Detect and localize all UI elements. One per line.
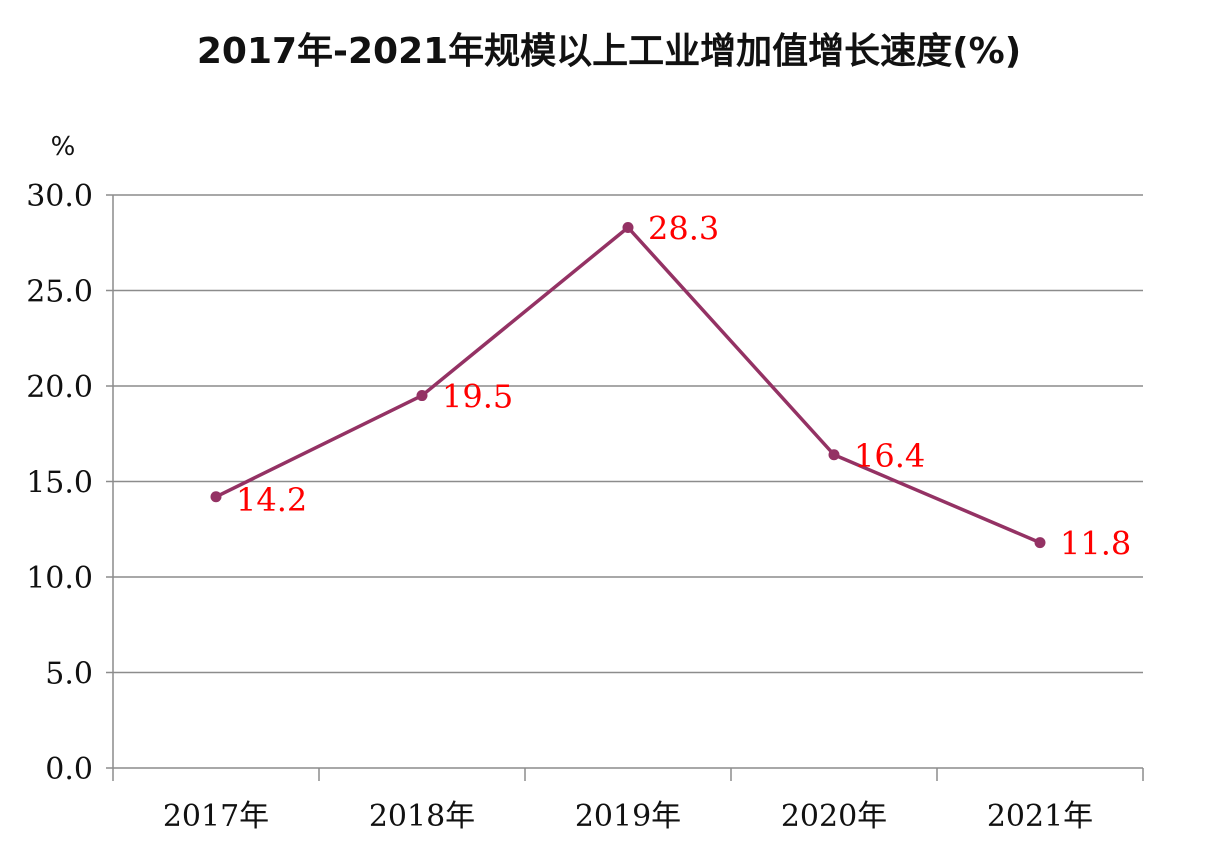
x-category-label: 2018年 xyxy=(369,799,475,834)
chart-title: 2017年-2021年规模以上工业增加值增长速度(%) xyxy=(196,31,1022,72)
y-tick-label: 25.0 xyxy=(26,275,93,310)
x-category-label: 2020年 xyxy=(781,799,887,834)
series-line xyxy=(215,225,1041,545)
data-point xyxy=(622,221,634,233)
data-point xyxy=(828,449,840,461)
x-category-label: 2019年 xyxy=(575,799,681,834)
data-label: 16.4 xyxy=(854,437,925,475)
data-point xyxy=(416,390,428,402)
data-label: 19.5 xyxy=(442,378,513,416)
data-label: 11.8 xyxy=(1060,525,1131,563)
y-tick-label: 20.0 xyxy=(26,370,93,405)
data-label: 28.3 xyxy=(648,209,719,247)
y-tick-label: 30.0 xyxy=(26,179,93,214)
y-tick-label: 5.0 xyxy=(45,657,93,692)
data-label: 14.2 xyxy=(236,481,307,519)
y-axis-unit-label: % xyxy=(51,132,76,162)
x-category-label: 2017年 xyxy=(163,799,269,834)
y-tick-label: 0.0 xyxy=(45,752,93,787)
y-tick-label: 15.0 xyxy=(26,466,93,501)
data-point xyxy=(210,491,222,503)
y-tick-label: 10.0 xyxy=(26,561,93,596)
data-point xyxy=(1034,537,1046,549)
x-category-label: 2021年 xyxy=(987,799,1093,834)
